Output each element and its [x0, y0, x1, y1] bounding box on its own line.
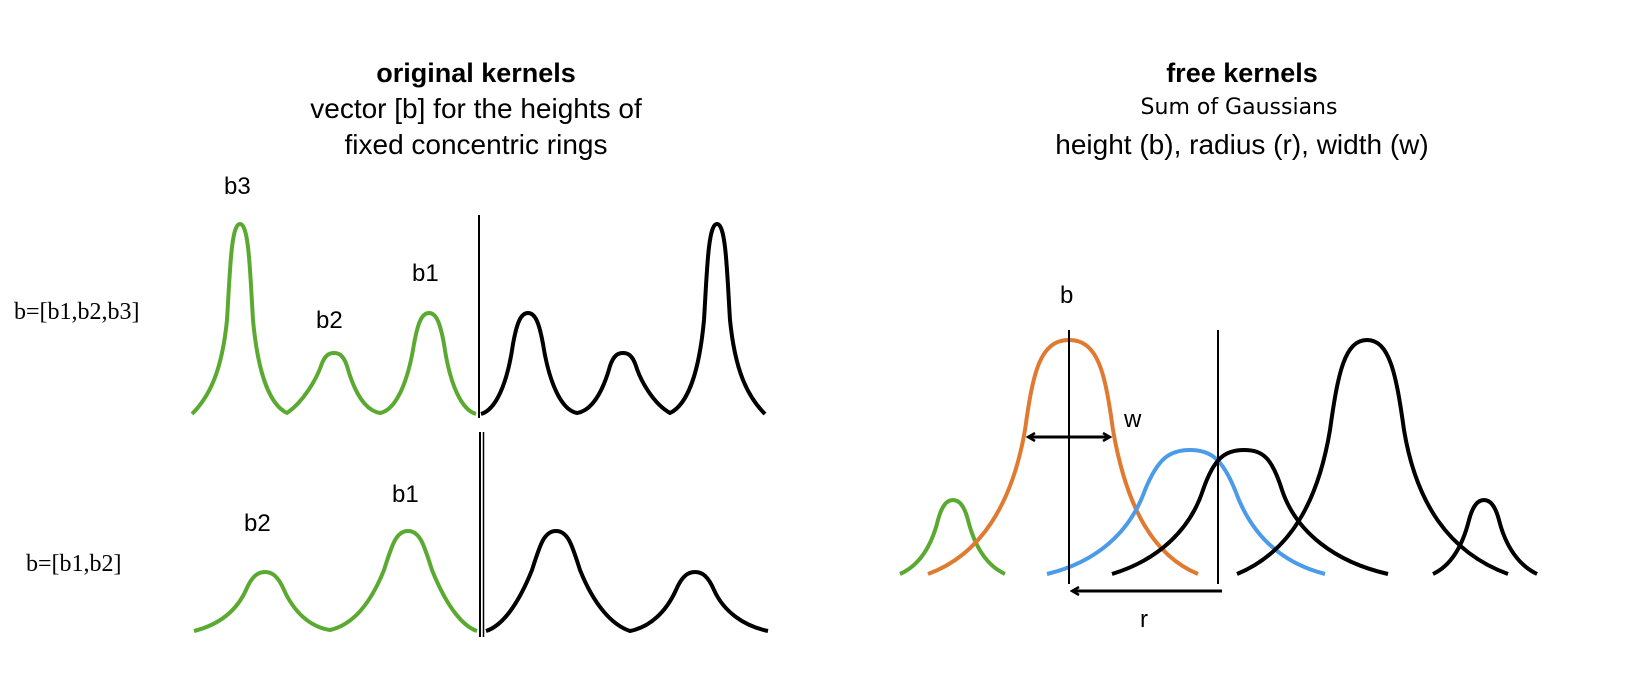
left-panel-subtitle-line2: fixed concentric rings — [344, 129, 608, 160]
row2-peak-label-b1: b1 — [392, 481, 419, 508]
row1-peak-label-b1: b1 — [412, 260, 439, 287]
radius-label-r: r — [1140, 606, 1148, 633]
row2-vector-label: b=[b1,b2] — [26, 551, 122, 577]
row2-green-kernel-curve — [193, 529, 478, 633]
width-label-w: w — [1124, 406, 1142, 433]
left-panel-subtitle-line1: vector [b] for the heights of — [310, 93, 642, 124]
free-green-kernel-curve — [899, 498, 1006, 576]
free-black-kernel-curve-2 — [1236, 338, 1509, 576]
row1-black-kernel-curve — [480, 222, 767, 416]
row2-black-kernel-curve — [485, 529, 769, 633]
free-blue-kernel-curve — [1046, 448, 1326, 576]
right-panel-subtitle: Sum of Gaussians — [1140, 95, 1338, 120]
free-orange-kernel-curve — [927, 338, 1199, 576]
row2-peak-label-b2: b2 — [244, 510, 271, 537]
row1-peak-label-b2: b2 — [316, 307, 343, 334]
row1-vector-label: b=[b1,b2,b3] — [14, 299, 140, 325]
row1-peak-label-b3: b3 — [224, 173, 251, 200]
free-black-kernel-curve-3 — [1432, 498, 1538, 576]
left-panel-title: original kernels — [376, 58, 576, 88]
row1-green-kernel-curve — [190, 222, 477, 416]
right-panel-params: height (b), radius (r), width (w) — [1055, 129, 1429, 160]
free-black-kernel-curve-1 — [1111, 448, 1389, 576]
right-panel-title: free kernels — [1166, 58, 1318, 88]
height-label-b: b — [1060, 282, 1074, 309]
